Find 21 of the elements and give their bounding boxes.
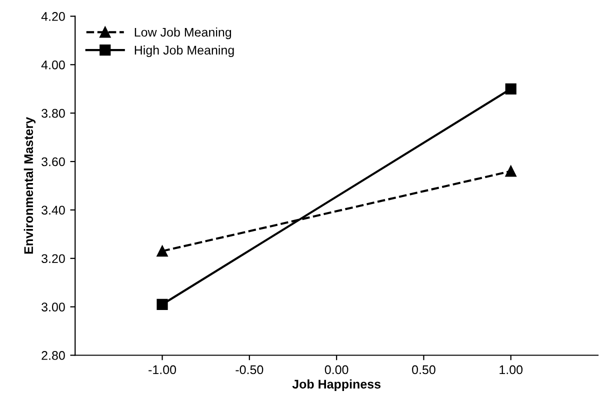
x-tick-label: 0.50 bbox=[412, 365, 436, 374]
x-axis-title: Job Happiness bbox=[292, 379, 381, 392]
point bbox=[505, 166, 516, 177]
y-tick-label: 4.00 bbox=[41, 60, 65, 70]
x-tick-label: -1.00 bbox=[148, 365, 176, 374]
y-tick-label: 2.80 bbox=[42, 351, 65, 360]
x-tick-label: 1.00 bbox=[500, 365, 523, 374]
point bbox=[156, 246, 168, 257]
y-tick-label: 3.60 bbox=[42, 157, 65, 166]
point bbox=[156, 298, 168, 310]
y-tick-label: 3.20 bbox=[42, 254, 65, 264]
point bbox=[505, 83, 516, 94]
y-tick-label: 3.00 bbox=[42, 302, 65, 312]
x-tick-label: -0.50 bbox=[236, 365, 264, 374]
y-tick-label: 4.20 bbox=[41, 12, 65, 21]
legend-label: High Job Meaning bbox=[134, 45, 234, 58]
legend-label: Low Job Meaning bbox=[134, 27, 232, 40]
x-tick-label: 0.00 bbox=[324, 365, 348, 374]
y-axis-title: Environmental Mastery bbox=[24, 117, 36, 254]
y-tick-label: 3.40 bbox=[42, 206, 65, 215]
y-tick-label: 3.80 bbox=[42, 108, 65, 118]
